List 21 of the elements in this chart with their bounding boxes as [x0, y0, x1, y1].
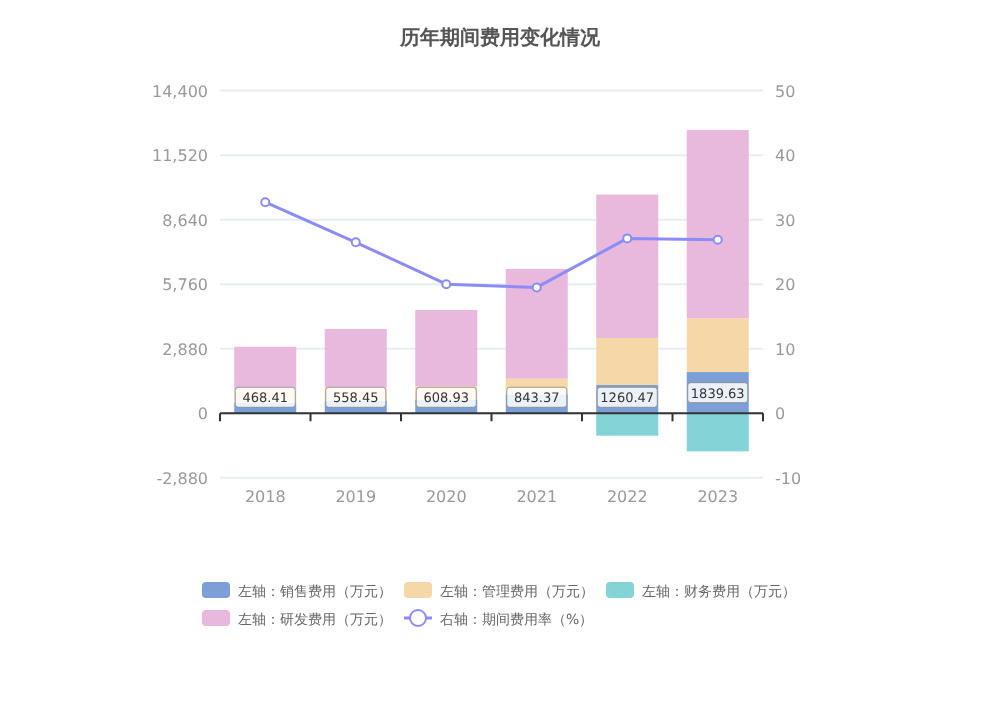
y2-tick-label: 30 [775, 211, 796, 230]
y-tick-label: 2,880 [162, 340, 208, 359]
x-tick-label: 2022 [606, 487, 648, 506]
y2-tick-label: 50 [775, 82, 796, 101]
y-tick-label: 5,760 [162, 276, 208, 295]
x-tick-label: 2021 [516, 487, 558, 506]
y-tick-label: 8,640 [162, 211, 208, 230]
y-tick-label: 0 [197, 405, 208, 424]
y2-tick-label: 10 [775, 340, 796, 359]
y-tick-label: -2,880 [156, 469, 208, 488]
y2-tick-label: 20 [775, 276, 796, 295]
y2-tick-label: 40 [775, 147, 796, 166]
y2-tick-label: 0 [775, 405, 786, 424]
x-tick-label: 2018 [244, 487, 286, 506]
chart-title: 历年期间费用变化情况 [398, 26, 602, 50]
x-tick-label: 2020 [425, 487, 467, 506]
y-tick-label: 11,520 [152, 147, 208, 166]
x-tick-label: 2023 [697, 487, 739, 506]
y-tick-label: 14,400 [152, 82, 208, 101]
x-tick-label: 2019 [335, 487, 377, 506]
y2-tick-label: -10 [775, 469, 802, 488]
